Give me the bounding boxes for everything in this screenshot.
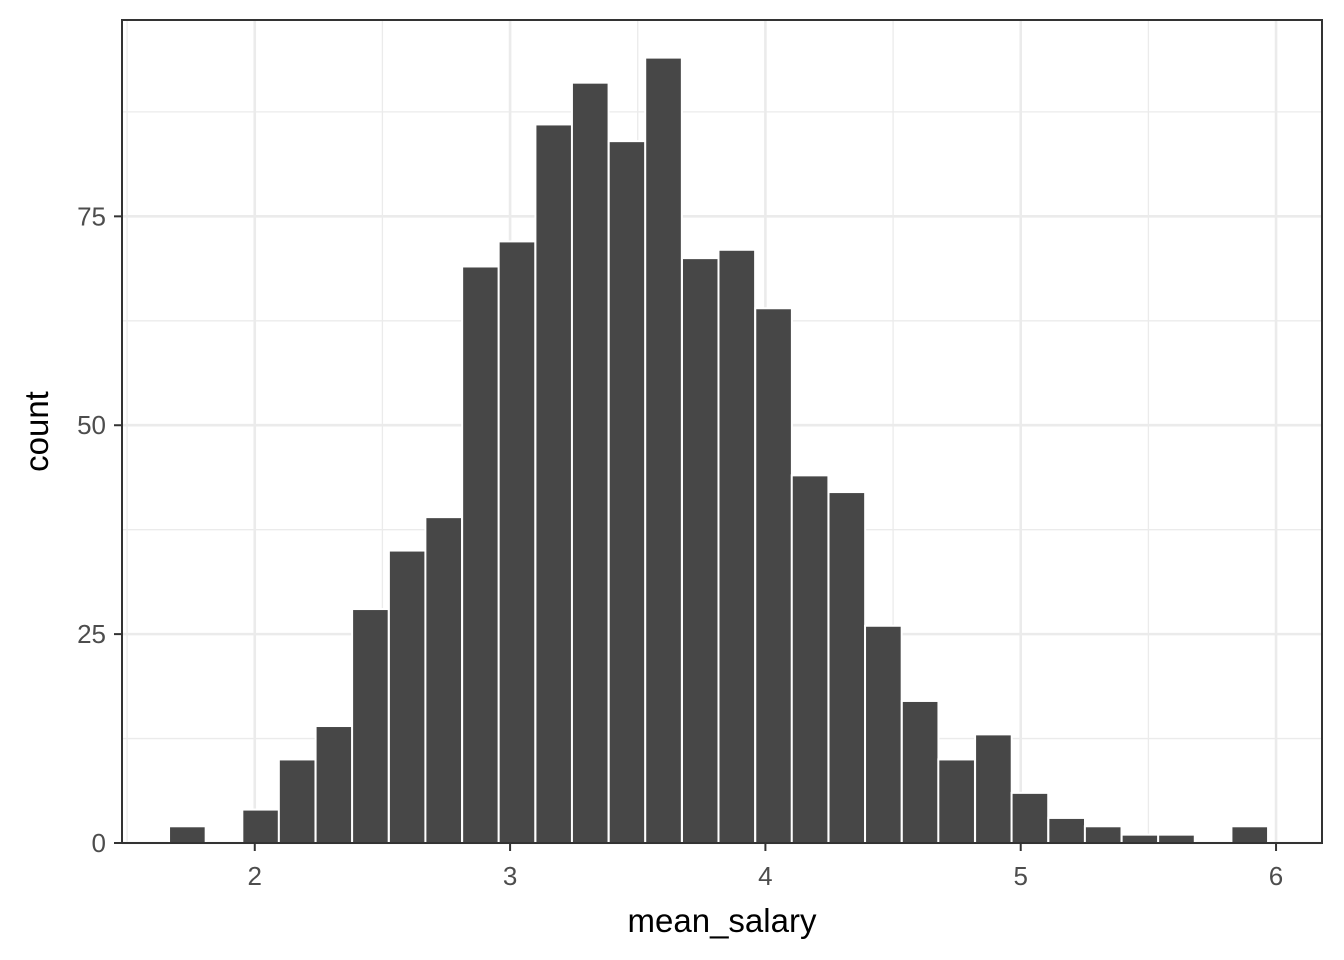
x-tick-label: 3 <box>503 861 517 891</box>
histogram-bar <box>717 248 757 845</box>
histogram-bar <box>570 81 610 844</box>
histogram-bar <box>974 733 1013 845</box>
histogram-bar <box>827 491 867 844</box>
x-tick-label: 2 <box>248 861 262 891</box>
x-tick-label: 5 <box>1013 861 1027 891</box>
histogram-bar <box>1120 833 1160 844</box>
histogram-bar <box>168 825 207 845</box>
histogram-bar <box>680 257 720 844</box>
histogram-bar <box>277 758 317 845</box>
histogram-bar <box>424 516 464 845</box>
histogram-bar <box>607 140 647 844</box>
histogram-bar <box>534 123 574 844</box>
histogram-bar <box>1010 791 1050 845</box>
histogram-bar <box>497 240 537 844</box>
histogram-bar <box>864 624 903 844</box>
plot-panel-border <box>121 19 1323 844</box>
x-axis-ticks: 2 3 4 5 6 <box>248 843 1283 891</box>
histogram-bar <box>387 549 427 845</box>
x-axis-title: mean_salary <box>628 902 817 939</box>
histogram-bar <box>461 265 500 844</box>
histogram-bars <box>168 56 1270 845</box>
y-tick-label: 50 <box>77 410 106 440</box>
x-tick-label: 6 <box>1269 861 1283 891</box>
histogram-bar <box>790 474 830 844</box>
y-axis-ticks: 0 25 50 75 <box>77 201 122 858</box>
histogram-bar <box>644 56 683 844</box>
histogram-bar <box>900 699 940 845</box>
histogram-bar <box>314 725 354 845</box>
histogram-bar <box>241 808 280 844</box>
histogram-bar <box>1047 816 1086 845</box>
histogram-bar <box>1157 833 1196 844</box>
histogram-bar <box>351 608 390 845</box>
y-tick-label: 25 <box>77 619 106 649</box>
histogram-bar <box>754 307 793 844</box>
y-tick-label: 0 <box>92 828 106 858</box>
y-tick-label: 75 <box>77 201 106 231</box>
histogram-bar <box>1230 825 1270 845</box>
x-tick-label: 4 <box>758 861 772 891</box>
y-axis-title: count <box>18 391 55 472</box>
histogram-bar <box>937 758 976 845</box>
histogram-bar <box>1083 825 1123 845</box>
